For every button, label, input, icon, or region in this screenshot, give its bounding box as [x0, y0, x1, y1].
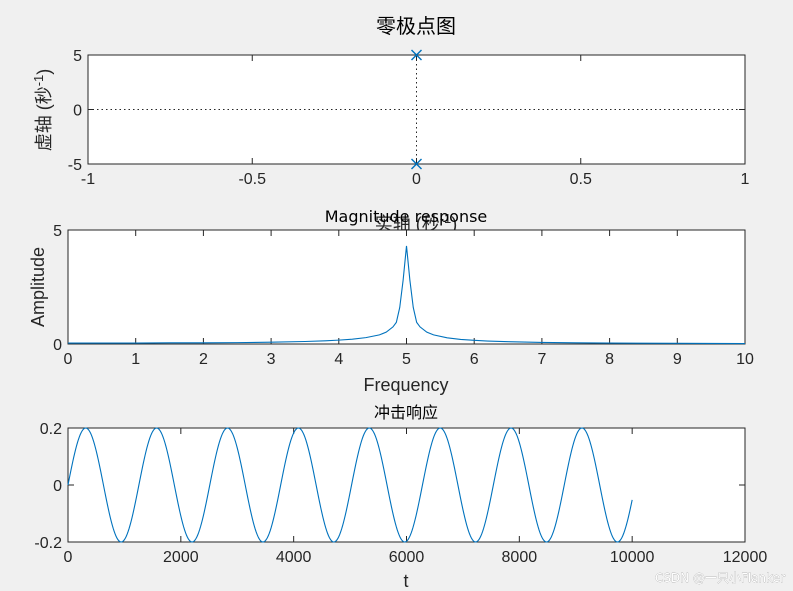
pole-zero-ylabel: 虚轴 (秒-1): [31, 69, 54, 152]
magnitude-ytick-label: 0: [53, 337, 62, 354]
impulse-subplot: 冲击响应 t 0 2000 4000 6000 8000 10000 12000 -0.20…: [34, 403, 767, 591]
impulse-xtick-label: 2000: [163, 549, 199, 566]
pole-zero-ytick-label: 5: [73, 48, 82, 65]
pole-zero-yticks: -5 0 5: [68, 48, 745, 174]
pole-zero-ytick-label: 0: [73, 103, 82, 120]
magnitude-xtick-label: 3: [267, 351, 276, 368]
impulse-ytick-label: 0: [53, 478, 62, 495]
magnitude-xtick-label: 7: [537, 351, 546, 368]
pole-zero-xtick-label: 1: [741, 171, 750, 188]
magnitude-ytick-label: 5: [53, 223, 62, 240]
impulse-xtick-label: 8000: [502, 549, 538, 566]
impulse-title: 冲击响应: [374, 403, 438, 422]
impulse-plot-area: [67, 427, 746, 543]
impulse-ytick-label: 0.2: [40, 421, 62, 438]
impulse-xtick-label: 12000: [723, 549, 768, 566]
magnitude-xtick-label: 8: [605, 351, 614, 368]
pole-zero-ytick-label: -5: [68, 157, 82, 174]
magnitude-xtick-label: 0: [64, 351, 73, 368]
impulse-xtick-label: 6000: [389, 549, 425, 566]
pole-marker: [411, 49, 422, 61]
magnitude-xtick-label: 2: [199, 351, 208, 368]
watermark-text: CSDN @一只小Flanker: [655, 571, 785, 585]
pole-zero-marks: [88, 49, 745, 170]
impulse-yticks: -0.2 0 0.2: [34, 421, 745, 552]
impulse-ytick-label: -0.2: [34, 535, 62, 552]
pole-zero-xlabel: 实轴 (秒-1): [375, 211, 458, 234]
magnitude-xtick-label: 10: [736, 351, 754, 368]
impulse-xtick-label: 10000: [610, 549, 655, 566]
magnitude-title: Magnitude response: [325, 207, 488, 226]
impulse-xtick-label: 4000: [276, 549, 312, 566]
impulse-series-line: [67, 427, 633, 543]
pole-marker: [411, 158, 422, 170]
pole-zero-xtick-label: 0.5: [570, 171, 592, 188]
magnitude-xtick-label: 6: [470, 351, 479, 368]
pole-zero-xtick-label: 0: [412, 171, 421, 188]
pole-zero-xtick-label: -0.5: [238, 171, 266, 188]
impulse-xlabel: t: [403, 571, 408, 591]
impulse-xticks: 0 2000 4000 6000 8000 10000 12000: [64, 428, 768, 566]
pole-zero-xtick-label: -1: [81, 171, 95, 188]
magnitude-xticks: 0 1 2 3 4 5 6 7 8 9 10: [64, 230, 754, 368]
magnitude-xtick-label: 4: [334, 351, 343, 368]
magnitude-series-line: [68, 245, 746, 345]
pole-zero-xticks: -1 -0.5 0 0.5 1: [81, 55, 750, 188]
magnitude-ylabel: Amplitude: [28, 247, 48, 327]
pole-zero-title: 零极点图: [376, 14, 456, 38]
pole-zero-subplot: 零极点图 虚轴 (秒-1) 实轴 (秒-1) -1 -0.5 0 0.5 1 -5 0 5: [31, 14, 750, 234]
magnitude-xtick-label: 5: [402, 351, 411, 368]
magnitude-xlabel: Frequency: [363, 375, 448, 395]
magnitude-xtick-label: 9: [673, 351, 682, 368]
magnitude-subplot: Magnitude response Amplitude Frequency 0…: [28, 207, 754, 395]
magnitude-xtick-label: 1: [131, 351, 140, 368]
impulse-xtick-label: 0: [64, 549, 73, 566]
